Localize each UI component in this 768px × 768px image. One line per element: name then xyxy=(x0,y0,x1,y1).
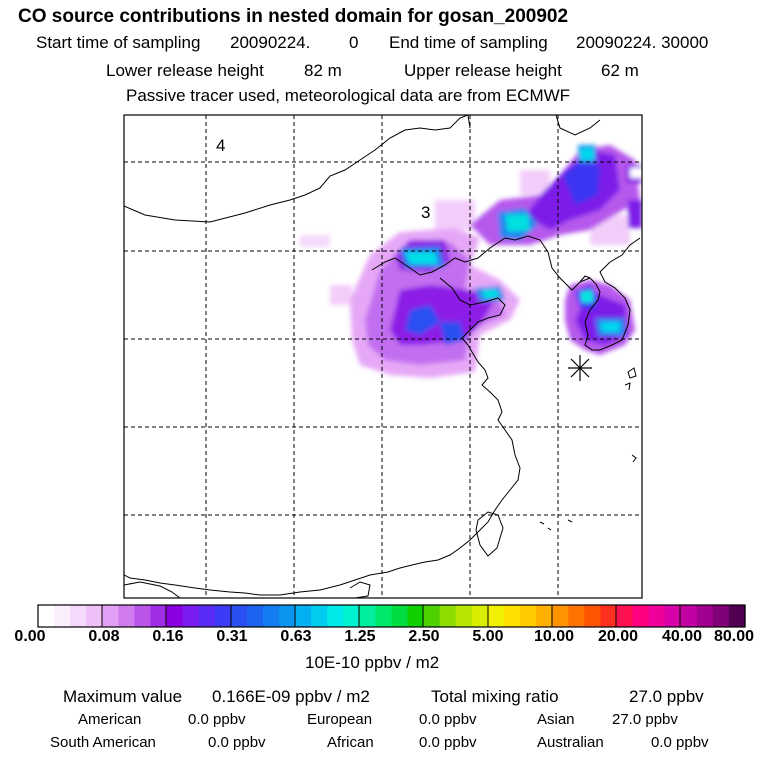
tracer-note: Passive tracer used, meteorological data… xyxy=(126,86,571,105)
colorbar-tick: 40.00 xyxy=(661,628,703,645)
colorbar-unit: 10E-10 ppbv / m2 xyxy=(305,653,440,672)
map-frame xyxy=(123,114,643,599)
colorbar-tick: 0.08 xyxy=(88,628,120,645)
australian-label: Australian xyxy=(537,734,604,751)
colorbar-tick: 5.00 xyxy=(472,628,504,645)
colorbar-tick: 1.25 xyxy=(344,628,376,645)
max-value: 0.166E-09 ppbv / m2 xyxy=(212,687,370,706)
colorbar-tick: 80.00 xyxy=(713,628,755,645)
asterisk-icon xyxy=(568,355,592,381)
colorbar-tick: 0.00 xyxy=(14,628,46,645)
south-american-value: 0.0 ppbv xyxy=(208,734,266,751)
colorbar-tick: 20.00 xyxy=(597,628,639,645)
lat-lon-grid xyxy=(124,115,642,598)
colorbar-tick: 0.16 xyxy=(152,628,184,645)
asian-value: 27.0 ppbv xyxy=(612,711,678,728)
start-time-label: Start time of sampling xyxy=(36,33,201,52)
australian-value: 0.0 ppbv xyxy=(651,734,709,751)
co-plume xyxy=(300,145,642,378)
region-label-4: 4 xyxy=(216,136,225,155)
colorbar-tick: 0.31 xyxy=(216,628,248,645)
start-hour-value: 0 xyxy=(349,33,359,52)
upper-height-value: 62 m xyxy=(601,61,639,80)
american-value: 0.0 ppbv xyxy=(188,711,246,728)
european-label: European xyxy=(307,711,373,728)
upper-height-label: Upper release height xyxy=(404,61,562,80)
total-mixing-value: 27.0 ppbv xyxy=(629,687,704,706)
south-american-label: South American xyxy=(50,734,156,751)
colorbar-tick: 2.50 xyxy=(408,628,440,645)
region-label-3: 3 xyxy=(421,203,430,222)
asian-label: Asian xyxy=(537,711,575,728)
colorbar-tick: 10.00 xyxy=(533,628,575,645)
colorbar-tick: 0.63 xyxy=(280,628,312,645)
end-time-label: End time of sampling xyxy=(389,33,548,52)
start-time-value: 20090224. xyxy=(230,33,311,52)
page-title: CO source contributions in nested domain… xyxy=(18,6,569,27)
end-time-value: 20090224. 30000 xyxy=(576,33,709,52)
concentration-map: 4 3 xyxy=(123,114,643,599)
european-value: 0.0 ppbv xyxy=(419,711,477,728)
american-label: American xyxy=(78,711,142,728)
total-mixing-label: Total mixing ratio xyxy=(431,687,559,706)
african-label: African xyxy=(327,734,374,751)
lower-height-value: 82 m xyxy=(304,61,342,80)
lower-height-label: Lower release height xyxy=(106,61,264,80)
african-value: 0.0 ppbv xyxy=(419,734,477,751)
max-value-label: Maximum value xyxy=(63,687,183,706)
